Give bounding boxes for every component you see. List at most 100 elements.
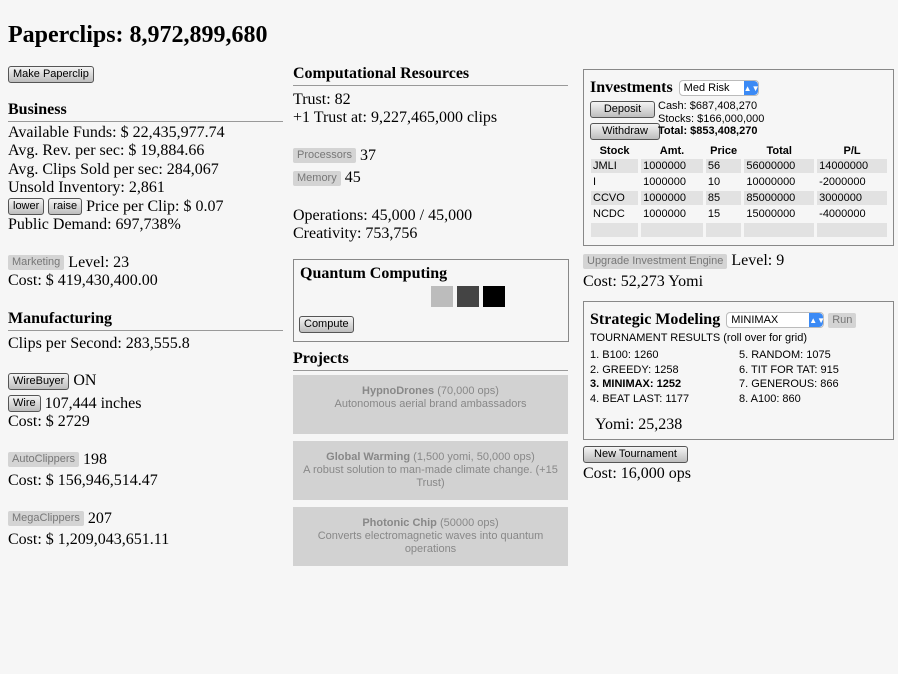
business-section: Business Available Funds: $ 22,435,977.7… bbox=[8, 101, 283, 291]
computational-heading: Computational Resources bbox=[293, 65, 568, 86]
table-cell: 1000000 bbox=[641, 159, 703, 173]
wirebuyer-button[interactable]: WireBuyer bbox=[8, 372, 70, 390]
column-header: Amt. bbox=[659, 145, 685, 157]
cash: Cash: $687,408,270 bbox=[658, 100, 758, 112]
project-global-warming[interactable]: Global Warming (1,500 yomi, 50,000 ops) A… bbox=[293, 441, 568, 500]
project-desc: Converts electromagnetic waves into quan… bbox=[317, 530, 544, 555]
investments-panel: Investments Med Risk ▲▼ Deposit Withdraw … bbox=[583, 69, 894, 246]
table-cell: 3000000 bbox=[817, 191, 887, 205]
manufacturing-heading: Manufacturing bbox=[8, 310, 283, 331]
deposit-button[interactable]: Deposit bbox=[590, 101, 655, 118]
table-cell bbox=[641, 223, 703, 237]
select-arrows-icon: ▲▼ bbox=[743, 81, 760, 96]
withdraw-button[interactable]: Withdraw bbox=[590, 123, 660, 140]
wire-cost: Cost: $ 2729 bbox=[8, 413, 90, 430]
compute-button[interactable]: Compute bbox=[299, 316, 354, 333]
table-cell: 56 bbox=[705, 159, 742, 173]
select-arrows-icon: ▲▼ bbox=[809, 313, 825, 328]
table-cell: 15000000 bbox=[746, 208, 796, 220]
table-cell: 10000000 bbox=[746, 176, 796, 188]
tournament-results-label: TOURNAMENT RESULTS (roll over for grid) bbox=[590, 332, 807, 344]
table-cell: 85 bbox=[705, 191, 742, 205]
projects-heading: Projects bbox=[293, 350, 568, 371]
project-cost: (70,000 ops) bbox=[434, 385, 499, 397]
table-cell bbox=[705, 223, 742, 237]
price-per-clip: Price per Clip: $ 0.07 bbox=[86, 197, 224, 215]
qchip[interactable] bbox=[483, 286, 505, 307]
project-cost: (50000 ops) bbox=[436, 517, 499, 529]
project-desc: A robust solution to man-made climate ch… bbox=[303, 464, 558, 489]
strategic-modeling-panel: Strategic Modeling MINIMAX ▲▼ Run TOURNAM… bbox=[583, 301, 894, 440]
run-button[interactable]: Run bbox=[828, 312, 857, 328]
raise-price-button[interactable]: raise bbox=[48, 198, 83, 216]
tournament-result: 1. B100: 1260 bbox=[590, 349, 659, 361]
public-demand: Public Demand: 697,738% bbox=[8, 216, 181, 233]
table-row: CCVO 1000000 85 85000000 3000000 bbox=[591, 191, 887, 205]
project-photonic-chip[interactable]: Photonic Chip (50000 ops) Converts electr… bbox=[293, 507, 568, 566]
risk-value: Med Risk bbox=[683, 82, 730, 95]
tournament-result: 8. A100: 860 bbox=[739, 392, 801, 405]
column-header: Total bbox=[766, 145, 792, 157]
computational-section: Computational Resources Trust: 82 +1 Tru… bbox=[293, 65, 568, 244]
next-trust: +1 Trust at: 9,227,465,000 clips bbox=[293, 109, 498, 126]
quantum-heading: Quantum Computing bbox=[300, 265, 448, 282]
memory-count: 45 bbox=[344, 169, 361, 186]
processors-count: 37 bbox=[360, 146, 377, 164]
tournament-result: 4. BEAT LAST: 1177 bbox=[590, 392, 690, 405]
table-cell: 15 bbox=[707, 208, 721, 220]
project-desc: Autonomous aerial brand ambassadors bbox=[334, 398, 527, 410]
avg-clips-sold: Avg. Clips Sold per sec: 284,067 bbox=[8, 160, 219, 178]
table-row: JMLI 1000000 56 56000000 14000000 bbox=[591, 159, 887, 173]
megaclippers-cost: Cost: $ 1,209,043,651.11 bbox=[8, 531, 170, 548]
upgrade-investment-engine-button[interactable]: Upgrade Investment Engine bbox=[583, 253, 728, 269]
investments-heading: Investments bbox=[590, 79, 673, 96]
table-cell: NCDC bbox=[593, 208, 625, 220]
processors-button[interactable]: Processors bbox=[293, 148, 357, 164]
table-cell: 1000000 bbox=[641, 191, 703, 205]
table-cell: -4000000 bbox=[819, 208, 866, 220]
strategic-heading: Strategic Modeling bbox=[590, 311, 721, 328]
wire-button[interactable]: Wire bbox=[8, 395, 41, 413]
column-header: Price bbox=[710, 145, 738, 157]
project-name: Photonic Chip bbox=[362, 517, 437, 529]
table-cell: 85000000 bbox=[744, 191, 815, 205]
strategy-value: MINIMAX bbox=[731, 314, 779, 327]
marketing-cost: Cost: $ 419,430,400.00 bbox=[8, 272, 158, 289]
unsold-inventory: Unsold Inventory: 2,861 bbox=[8, 179, 165, 196]
column-header: Stock bbox=[599, 145, 630, 157]
business-heading: Business bbox=[8, 101, 283, 122]
tournament-result: 2. GREEDY: 1258 bbox=[590, 363, 679, 376]
lower-price-button[interactable]: lower bbox=[8, 198, 45, 216]
qchip[interactable] bbox=[431, 286, 453, 307]
new-tournament-button[interactable]: New Tournament bbox=[583, 446, 688, 463]
project-hypnodrones[interactable]: HypnoDrones (70,000 ops) Autonomous aeria… bbox=[293, 375, 568, 434]
tournament-result: 5. RANDOM: 1075 bbox=[739, 349, 831, 361]
table-row: NCDC 1000000 15 15000000 -4000000 bbox=[591, 207, 887, 221]
creativity: Creativity: 753,756 bbox=[293, 225, 418, 242]
table-cell bbox=[591, 223, 639, 237]
risk-select[interactable]: Med Risk ▲▼ bbox=[678, 80, 760, 97]
strategy-select[interactable]: MINIMAX ▲▼ bbox=[726, 312, 825, 329]
table-cell: CCVO bbox=[591, 191, 639, 205]
quantum-computing-panel: Quantum Computing Compute bbox=[293, 259, 569, 342]
make-paperclip-button[interactable]: Make Paperclip bbox=[8, 66, 94, 83]
marketing-level: Level: 23 bbox=[68, 253, 130, 271]
qchip[interactable] bbox=[457, 286, 479, 307]
marketing-button[interactable]: Marketing bbox=[8, 255, 65, 271]
table-cell: -2000000 bbox=[819, 176, 866, 188]
tournament-cost: Cost: 16,000 ops bbox=[583, 465, 692, 482]
total-value: Total: $853,408,270 bbox=[658, 125, 758, 137]
table-cell: 10 bbox=[707, 176, 721, 188]
investment-upgrade-cost: Cost: 52,273 Yomi bbox=[583, 273, 704, 290]
autoclippers-cost: Cost: $ 156,946,514.47 bbox=[8, 472, 158, 489]
column-header: P/L bbox=[843, 145, 861, 157]
memory-button[interactable]: Memory bbox=[293, 170, 341, 186]
table-cell: 1000000 bbox=[643, 208, 686, 220]
autoclippers-count: 198 bbox=[82, 450, 107, 468]
table-cell: 1000000 bbox=[643, 176, 686, 188]
autoclippers-button[interactable]: AutoClippers bbox=[8, 452, 79, 468]
megaclippers-button[interactable]: MegaClippers bbox=[8, 511, 84, 527]
trust: Trust: 82 bbox=[293, 90, 351, 108]
wire-amount: 107,444 inches bbox=[44, 394, 142, 412]
clips-per-second: Clips per Second: 283,555.8 bbox=[8, 334, 190, 352]
